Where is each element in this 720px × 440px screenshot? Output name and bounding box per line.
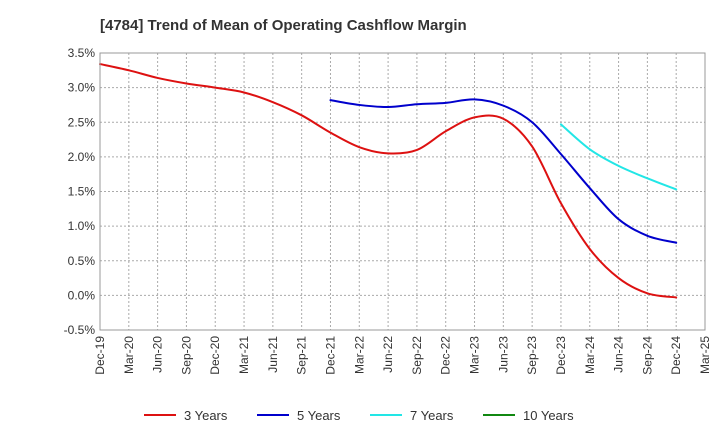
y-tick-label: 1.5% xyxy=(68,185,96,199)
legend-label: 10 Years xyxy=(523,408,574,423)
x-tick-label: Dec-21 xyxy=(323,336,337,375)
y-tick-label: 0.5% xyxy=(68,254,96,268)
x-tick-label: Jun-22 xyxy=(381,336,395,373)
plot-frame xyxy=(99,52,706,331)
x-tick-label: Sep-22 xyxy=(410,336,424,375)
x-tick-label: Jun-24 xyxy=(612,336,626,373)
series-line-3-years xyxy=(99,63,678,299)
legend-item-5-years: 5 Years xyxy=(257,408,341,423)
y-tick-label: 2.0% xyxy=(68,150,96,164)
x-axis: Dec-19 Mar-20 Jun-20 Sep-20 Dec-20 Mar-21 Jun-… xyxy=(93,336,712,375)
x-tick-label: Sep-23 xyxy=(525,336,539,375)
legend: 3 Years 5 Years 7 Years 10 Years xyxy=(144,408,574,423)
x-tick-label: Jun-21 xyxy=(266,336,280,373)
x-tick-label: Dec-24 xyxy=(669,336,683,375)
x-tick-label: Sep-21 xyxy=(295,336,309,375)
legend-label: 3 Years xyxy=(184,408,228,423)
legend-item-10-years: 10 Years xyxy=(483,408,574,423)
x-tick-label: Sep-20 xyxy=(179,336,193,375)
plot-lines xyxy=(99,63,678,299)
series-line-5-years xyxy=(329,98,678,244)
x-tick-label: Sep-24 xyxy=(640,336,654,375)
series-line-7-years xyxy=(559,123,678,191)
x-tick-label: Dec-22 xyxy=(439,336,453,375)
y-tick-label: -0.5% xyxy=(64,323,96,337)
x-tick-label: Jun-23 xyxy=(496,336,510,373)
y-tick-label: 2.5% xyxy=(68,115,96,129)
x-tick-label: Jun-20 xyxy=(151,336,165,373)
grid xyxy=(99,52,706,331)
x-tick-label: Dec-23 xyxy=(554,336,568,375)
x-tick-label: Mar-20 xyxy=(122,336,136,374)
legend-item-7-years: 7 Years xyxy=(370,408,454,423)
x-tick-label: Mar-23 xyxy=(468,336,482,374)
y-tick-label: 3.0% xyxy=(68,81,96,95)
x-tick-label: Dec-20 xyxy=(208,336,222,375)
y-tick-label: 3.5% xyxy=(68,46,96,60)
legend-item-3-years: 3 Years xyxy=(144,408,228,423)
x-tick-label: Mar-24 xyxy=(583,336,597,374)
y-tick-label: 1.0% xyxy=(68,219,96,233)
y-axis: 3.5% 3.0% 2.5% 2.0% 1.5% 1.0% 0.5% 0.0% -0.5% xyxy=(64,46,96,337)
x-tick-label: Mar-21 xyxy=(237,336,251,374)
legend-label: 5 Years xyxy=(297,408,341,423)
x-tick-label: Mar-25 xyxy=(698,336,712,374)
x-tick-label: Dec-19 xyxy=(93,336,107,375)
y-tick-label: 0.0% xyxy=(68,288,96,302)
legend-label: 7 Years xyxy=(410,408,454,423)
chart-title: [4784] Trend of Mean of Operating Cashfl… xyxy=(100,17,467,34)
x-tick-label: Mar-22 xyxy=(352,336,366,374)
